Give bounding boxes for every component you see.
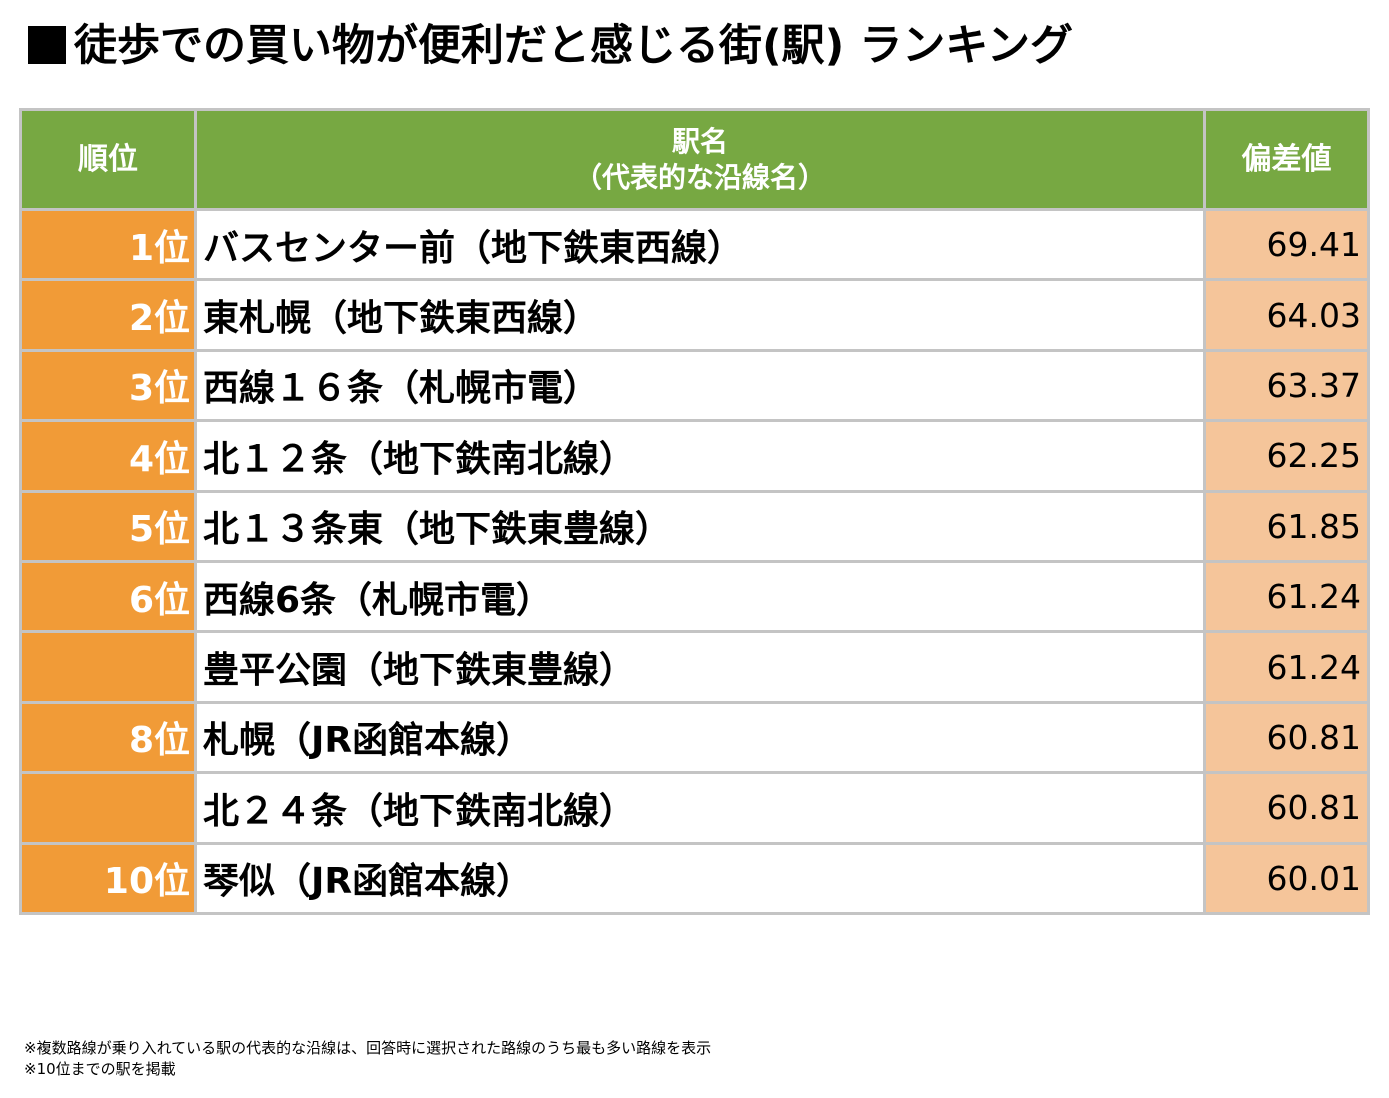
rank-cell bbox=[19, 630, 197, 704]
score-cell: 63.37 bbox=[1203, 348, 1370, 423]
rank-cell: 6位 bbox=[19, 559, 197, 634]
station-cell: 西線6条（札幌市電） bbox=[195, 559, 1205, 634]
ranking-table: 順位 駅名 （代表的な沿線名） 偏差値 1位 バスセンター前（地下鉄東西線） 6… bbox=[19, 108, 1370, 915]
header-station-line2: （代表的な沿線名） bbox=[573, 160, 826, 194]
station-cell: 琴似（JR函館本線） bbox=[195, 841, 1205, 915]
header-station: 駅名 （代表的な沿線名） bbox=[194, 108, 1206, 211]
square-bullet-icon bbox=[28, 26, 66, 64]
table-row: 6位 西線6条（札幌市電） 61.24 bbox=[19, 559, 1370, 634]
rank-cell: 10位 bbox=[19, 841, 197, 915]
station-cell: 北１３条東（地下鉄東豊線） bbox=[195, 489, 1205, 563]
table-row: 2位 東札幌（地下鉄東西線） 64.03 bbox=[19, 278, 1370, 352]
station-cell: 西線１６条（札幌市電） bbox=[195, 348, 1205, 423]
table-header-row: 順位 駅名 （代表的な沿線名） 偏差値 bbox=[19, 108, 1370, 211]
table-row: 3位 西線１６条（札幌市電） 63.37 bbox=[19, 348, 1370, 423]
rank-cell: 2位 bbox=[19, 278, 197, 352]
station-cell: 札幌（JR函館本線） bbox=[195, 700, 1205, 775]
station-cell: バスセンター前（地下鉄東西線） bbox=[195, 207, 1205, 282]
station-cell: 北１２条（地下鉄南北線） bbox=[195, 419, 1205, 493]
table-row: 5位 北１３条東（地下鉄東豊線） 61.85 bbox=[19, 489, 1370, 563]
footnote: ※10位までの駅を掲載 bbox=[24, 1060, 176, 1078]
score-cell: 61.85 bbox=[1203, 489, 1370, 563]
page-title: 徒歩での買い物が便利だと感じる街(駅) ランキング bbox=[28, 18, 1073, 74]
score-cell: 61.24 bbox=[1203, 559, 1370, 634]
score-cell: 64.03 bbox=[1203, 278, 1370, 352]
score-cell: 60.81 bbox=[1203, 771, 1370, 845]
title-text: 徒歩での買い物が便利だと感じる街(駅) ランキング bbox=[74, 21, 1073, 71]
rank-cell: 3位 bbox=[19, 348, 197, 423]
rank-cell: 8位 bbox=[19, 700, 197, 775]
footnote: ※複数路線が乗り入れている駅の代表的な沿線は、回答時に選択された路線のうち最も多… bbox=[24, 1039, 712, 1057]
table-row: 北２４条（地下鉄南北線） 60.81 bbox=[19, 771, 1370, 845]
rank-cell: 1位 bbox=[19, 207, 197, 282]
table-row: 豊平公園（地下鉄東豊線） 61.24 bbox=[19, 630, 1370, 704]
table-row: 8位 札幌（JR函館本線） 60.81 bbox=[19, 700, 1370, 775]
header-rank: 順位 bbox=[19, 108, 197, 211]
score-cell: 60.01 bbox=[1203, 841, 1370, 915]
table-row: 1位 バスセンター前（地下鉄東西線） 69.41 bbox=[19, 207, 1370, 282]
rank-cell: 4位 bbox=[19, 419, 197, 493]
score-cell: 62.25 bbox=[1203, 419, 1370, 493]
footnotes: ※複数路線が乗り入れている駅の代表的な沿線は、回答時に選択された路線のうち最も多… bbox=[24, 1038, 711, 1080]
station-cell: 北２４条（地下鉄南北線） bbox=[195, 771, 1205, 845]
score-cell: 61.24 bbox=[1203, 630, 1370, 704]
rank-cell: 5位 bbox=[19, 489, 197, 563]
score-cell: 60.81 bbox=[1203, 700, 1370, 775]
rank-cell bbox=[19, 771, 197, 845]
header-station-line1: 駅名 bbox=[671, 124, 728, 158]
score-cell: 69.41 bbox=[1203, 207, 1370, 282]
header-score: 偏差値 bbox=[1203, 108, 1370, 211]
table-row: 10位 琴似（JR函館本線） 60.01 bbox=[19, 841, 1370, 915]
station-cell: 東札幌（地下鉄東西線） bbox=[195, 278, 1205, 352]
station-cell: 豊平公園（地下鉄東豊線） bbox=[195, 630, 1205, 704]
table-row: 4位 北１２条（地下鉄南北線） 62.25 bbox=[19, 419, 1370, 493]
